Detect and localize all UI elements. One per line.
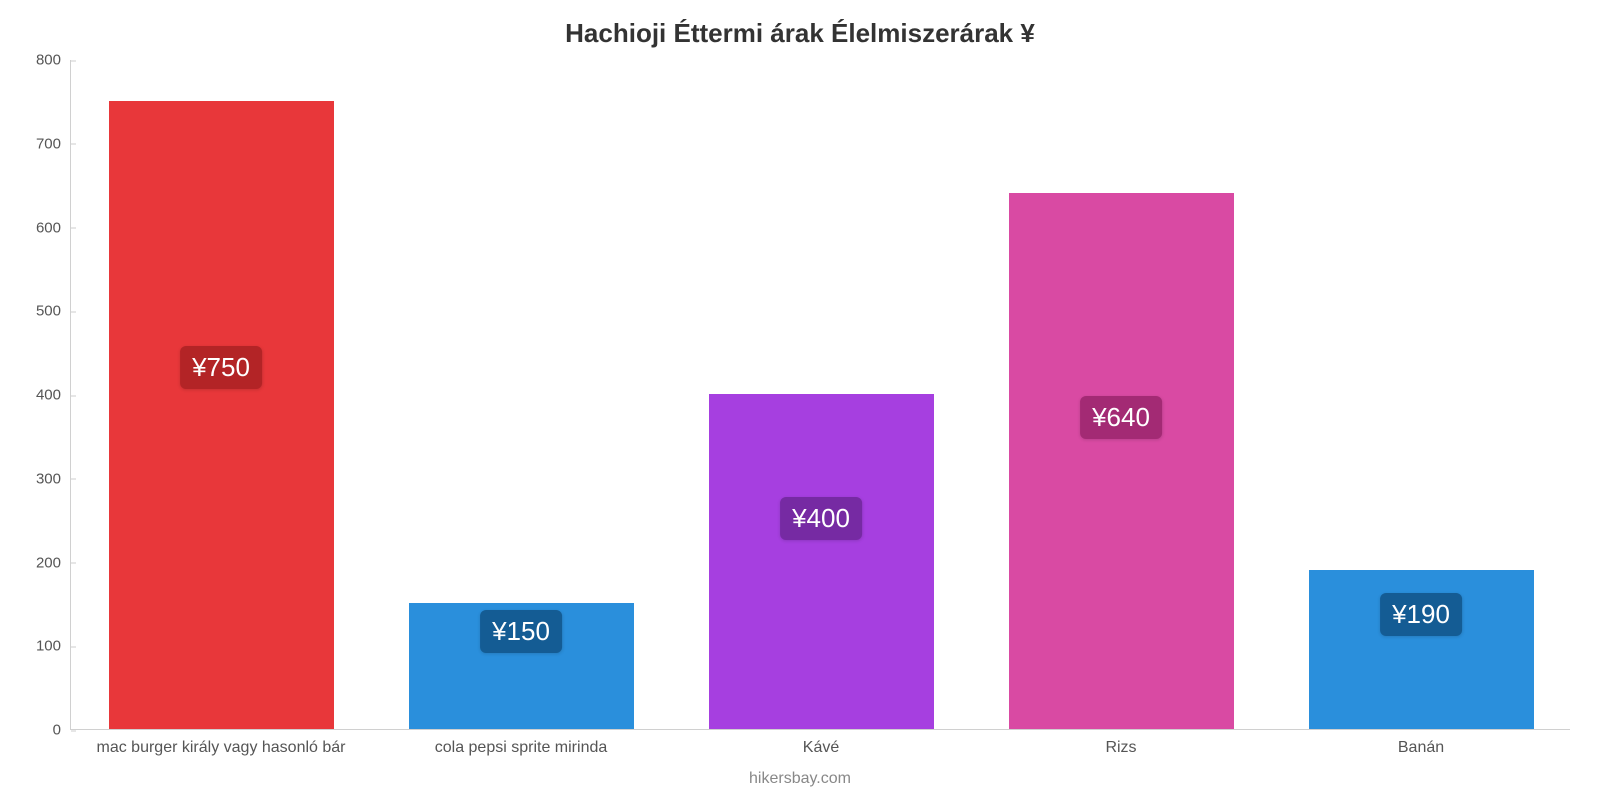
y-axis-tick: 800 (36, 52, 71, 69)
plot-region: 0100200300400500600700800¥750mac burger … (70, 60, 1570, 730)
bar: ¥400 (709, 394, 934, 729)
bar: ¥750 (109, 101, 334, 729)
bar: ¥150 (409, 603, 634, 729)
x-axis-label: mac burger király vagy hasonló bár (96, 729, 345, 757)
x-axis-label: Rizs (1105, 729, 1136, 757)
y-axis-tick: 200 (36, 554, 71, 571)
bar: ¥190 (1309, 570, 1534, 729)
y-axis-tick: 300 (36, 470, 71, 487)
x-axis-label: Banán (1398, 729, 1444, 757)
y-axis-tick: 600 (36, 219, 71, 236)
chart-title: Hachioji Éttermi árak Élelmiszerárak ¥ (0, 18, 1600, 49)
bar: ¥640 (1009, 193, 1234, 729)
value-badge: ¥640 (1080, 396, 1162, 439)
y-axis-tick: 500 (36, 303, 71, 320)
x-axis-label: Kávé (803, 729, 839, 757)
value-badge: ¥400 (780, 497, 862, 540)
y-axis-tick: 400 (36, 387, 71, 404)
chart-plot-area: 0100200300400500600700800¥750mac burger … (70, 60, 1570, 730)
source-label: hikersbay.com (0, 770, 1600, 788)
value-badge: ¥750 (180, 346, 262, 389)
y-axis-tick: 0 (53, 722, 71, 739)
y-axis-tick: 700 (36, 135, 71, 152)
value-badge: ¥190 (1380, 593, 1462, 636)
x-axis-label: cola pepsi sprite mirinda (435, 729, 608, 757)
y-axis-tick: 100 (36, 638, 71, 655)
value-badge: ¥150 (480, 610, 562, 653)
